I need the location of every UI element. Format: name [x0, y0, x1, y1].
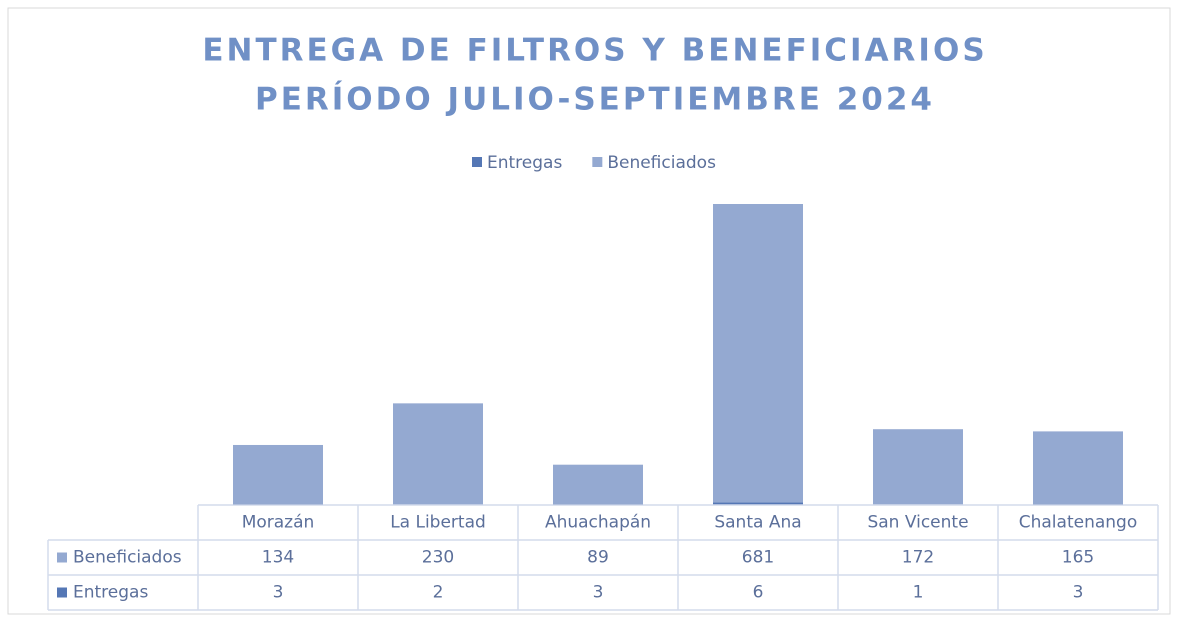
x-tick-label: Chalatenango [1019, 513, 1138, 533]
table-value: 6 [753, 583, 764, 603]
bar [233, 444, 323, 504]
table-value: 134 [262, 548, 294, 568]
bar [553, 464, 643, 504]
bar [1033, 431, 1123, 504]
table-value: 2 [433, 583, 444, 603]
table-value: 172 [902, 548, 934, 568]
bar [713, 502, 803, 505]
table-value: 3 [1073, 583, 1084, 603]
legend-label: Entregas [487, 153, 562, 173]
x-tick-label: Morazán [242, 513, 315, 533]
legend-swatch [57, 552, 67, 563]
table-value: 165 [1062, 548, 1094, 568]
bar [873, 429, 963, 505]
legend-swatch [472, 157, 482, 167]
legend-swatch [592, 157, 603, 167]
table-value: 1 [913, 583, 924, 603]
chart-title: ENTREGA DE FILTROS Y BENEFICIARIOS [202, 33, 987, 69]
table-value: 89 [587, 548, 609, 568]
chart-border [7, 7, 1171, 615]
legend-swatch [57, 587, 67, 598]
legend-label: Beneficiados [607, 153, 716, 173]
table-value: 3 [593, 583, 604, 603]
bar [713, 204, 803, 503]
row-label: Entregas [73, 583, 148, 603]
row-label: Beneficiados [73, 548, 182, 568]
table-value: 681 [742, 548, 774, 568]
table-value: 230 [422, 548, 454, 568]
chart-title: PERÍODO JULIO-SEPTIEMBRE 2024 [255, 82, 935, 118]
x-tick-label: La Libertad [390, 513, 486, 533]
x-tick-label: Santa Ana [714, 513, 801, 533]
x-tick-label: San Vicente [867, 513, 968, 533]
x-tick-label: Ahuachapán [545, 513, 651, 533]
table-value: 3 [273, 583, 284, 603]
bar [393, 403, 483, 505]
